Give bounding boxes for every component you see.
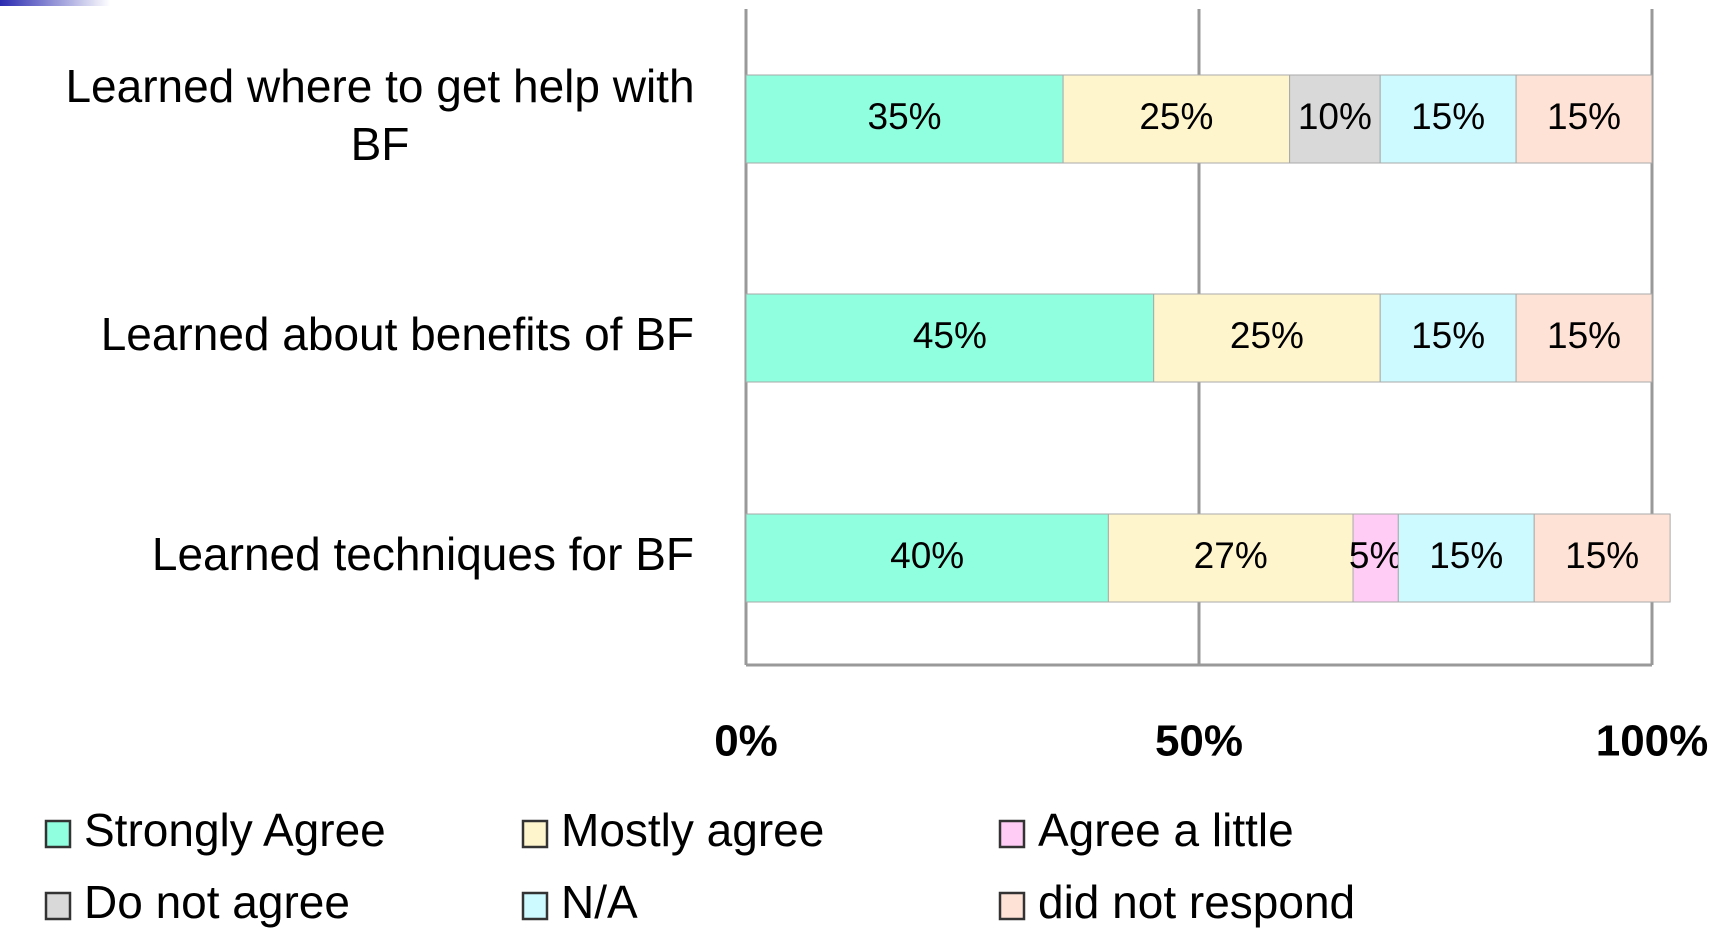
bar-segment <box>1062 74 1291 164</box>
value-label: 45% <box>913 315 987 356</box>
value-label: 15% <box>1411 96 1485 137</box>
value-label: 15% <box>1429 535 1503 576</box>
value-label: 15% <box>1565 535 1639 576</box>
value-label: 35% <box>868 96 942 137</box>
bar-segment <box>1153 293 1381 383</box>
bar-segment <box>745 74 1064 164</box>
legend-swatch <box>521 819 549 849</box>
legend-label: N/A <box>561 876 638 928</box>
legend-label: Agree a little <box>1038 804 1294 856</box>
bar-segment <box>1379 74 1517 164</box>
bar-segment <box>745 513 1109 603</box>
x-tick-label: 50% <box>1155 717 1243 766</box>
x-tick-label: 0% <box>714 717 778 766</box>
category-label: Learned techniques for BF <box>152 528 694 580</box>
category-label: Learned about benefits of BF <box>101 308 694 360</box>
bar-segment <box>1397 513 1535 603</box>
legend-swatch <box>44 891 72 921</box>
value-label: 40% <box>890 535 964 576</box>
legend-label: did not respond <box>1038 876 1355 928</box>
value-label: 25% <box>1230 315 1304 356</box>
bar-segment <box>1107 513 1354 603</box>
value-label: 10% <box>1298 96 1372 137</box>
legend-swatch <box>521 891 549 921</box>
bar-segment <box>1289 74 1381 164</box>
legend-swatch <box>998 819 1026 849</box>
corner-decoration <box>0 0 110 6</box>
legend-label: Strongly Agree <box>84 804 386 856</box>
x-tick-label: 100% <box>1596 717 1709 766</box>
bar-segment <box>745 293 1155 383</box>
value-label: 27% <box>1194 535 1268 576</box>
legend-swatch <box>998 891 1026 921</box>
legend-label: Do not agree <box>84 876 350 928</box>
legend-label: Mostly agree <box>561 804 824 856</box>
bar-segment <box>1515 74 1653 164</box>
bar-segment <box>1515 293 1653 383</box>
value-label: 5% <box>1349 535 1402 576</box>
category-label: Learned where to get help with BF <box>65 60 694 170</box>
value-label: 15% <box>1411 315 1485 356</box>
legend-swatch <box>44 819 72 849</box>
bar-segment <box>1352 513 1399 603</box>
value-label: 15% <box>1547 96 1621 137</box>
value-label: 25% <box>1139 96 1213 137</box>
value-label: 15% <box>1547 315 1621 356</box>
bar-segment <box>1533 513 1671 603</box>
